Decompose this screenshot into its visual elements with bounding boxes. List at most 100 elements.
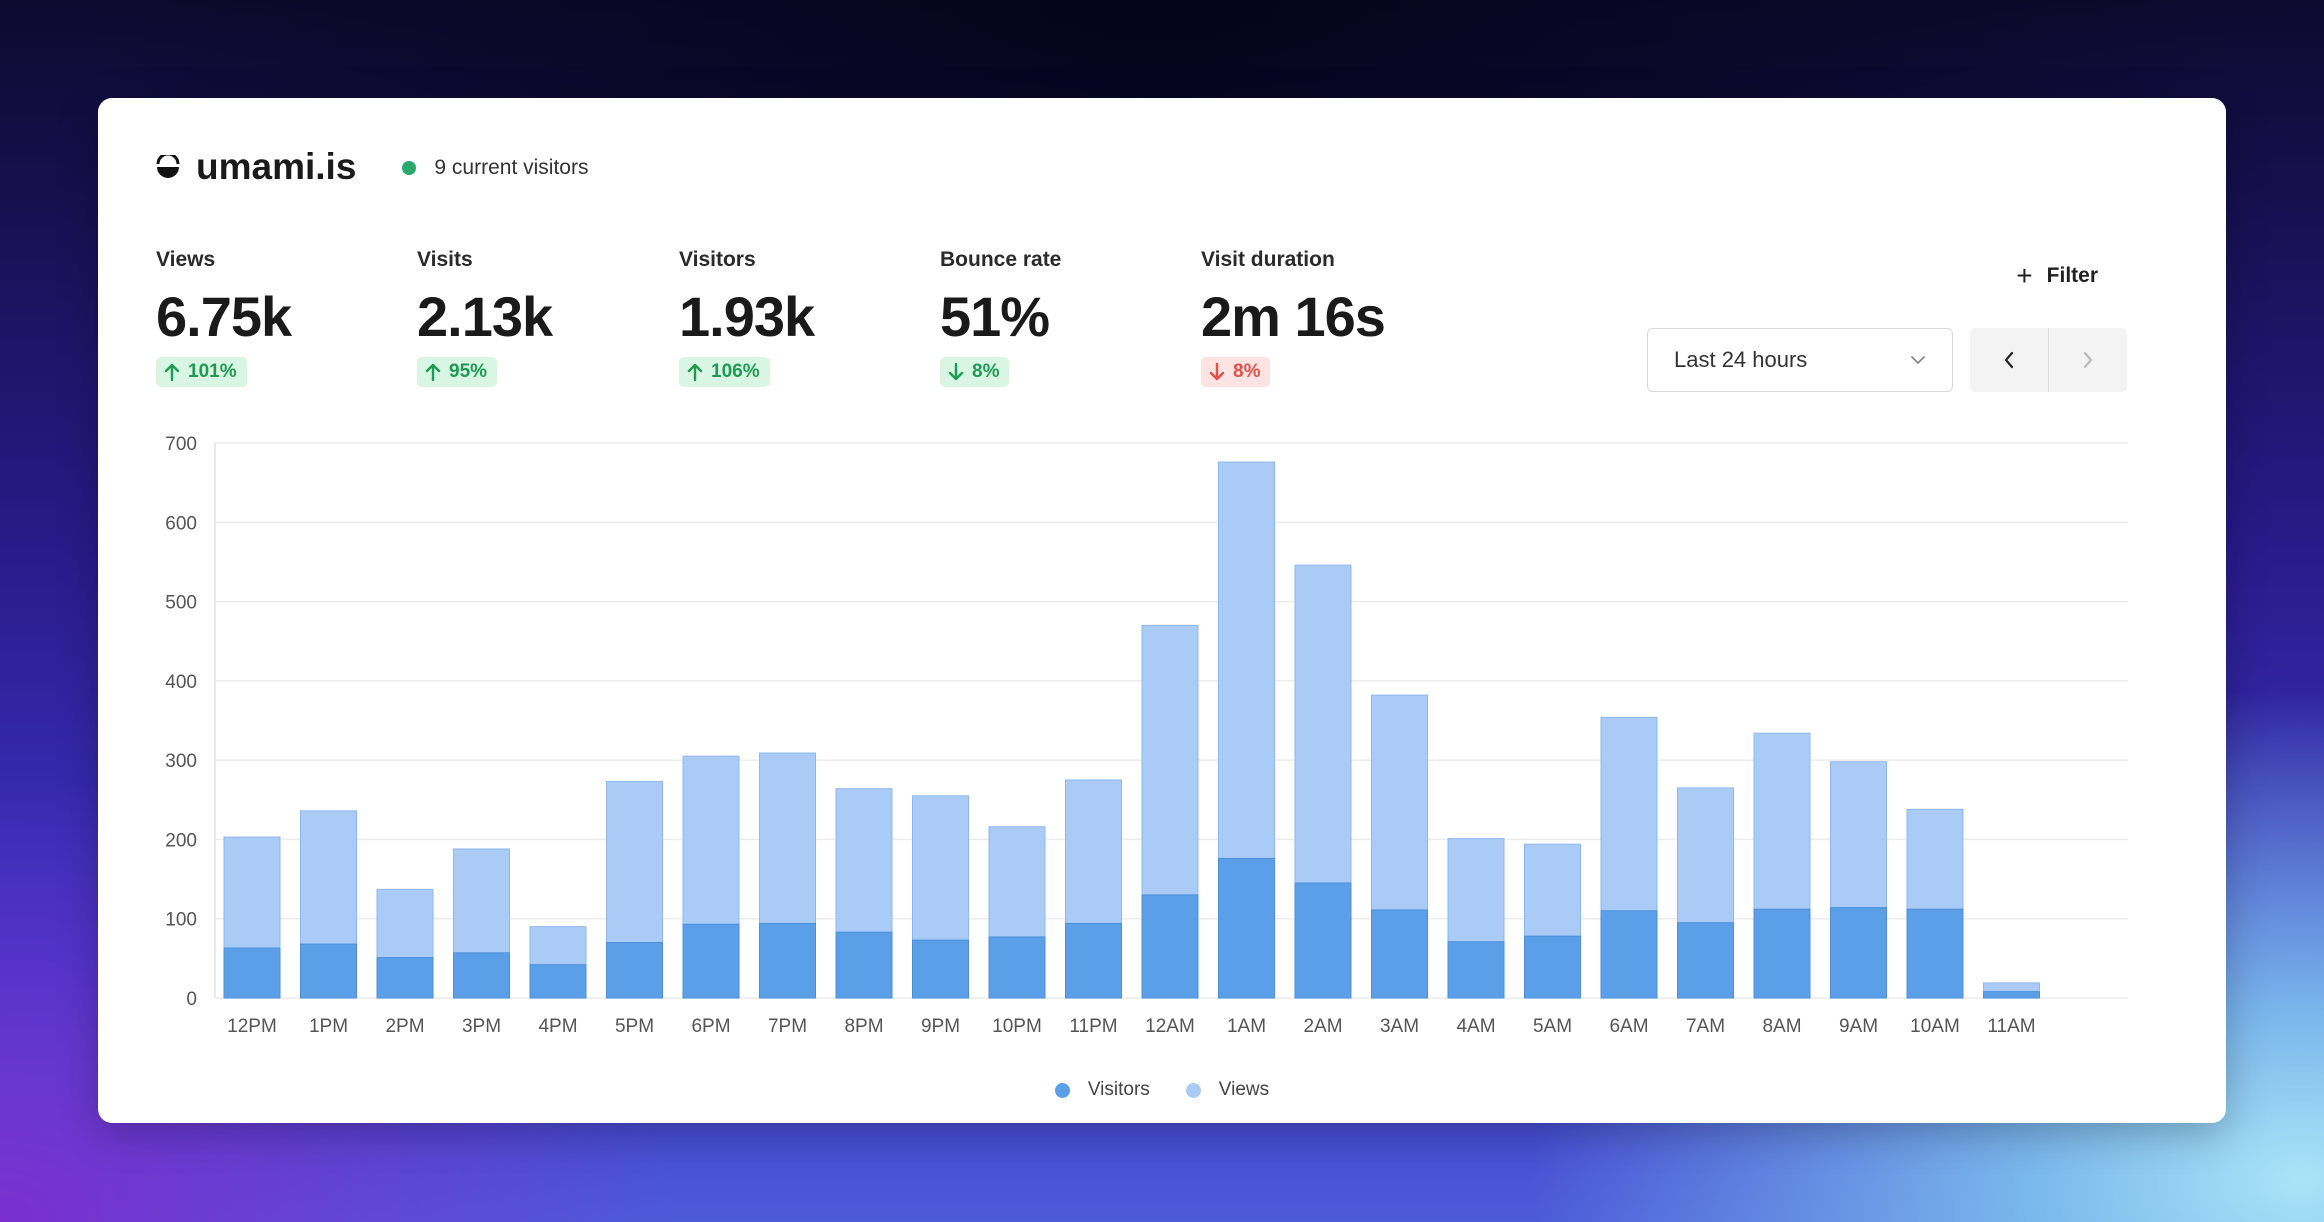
bar-visitors[interactable] — [1065, 922, 1122, 999]
live-status-dot — [402, 161, 417, 175]
bar-visitors[interactable] — [300, 943, 357, 999]
bar-visitors[interactable] — [1906, 908, 1964, 999]
change-badge: 106% — [679, 357, 770, 387]
bar-visitors[interactable] — [1371, 909, 1428, 999]
x-tick-label: 3AM — [1380, 1016, 1419, 1037]
x-tick-label: 3PM — [462, 1016, 501, 1037]
metric-value: 51% — [940, 285, 1050, 348]
y-tick-label: 0 — [186, 989, 197, 1010]
bar-visitors[interactable] — [1677, 922, 1734, 999]
change-badge: 101% — [156, 357, 247, 387]
bar-visitors[interactable] — [1524, 935, 1581, 999]
previous-period-button[interactable] — [1970, 328, 2049, 392]
x-tick-label: 10PM — [992, 1016, 1042, 1037]
x-tick-label: 8PM — [844, 1016, 883, 1037]
filter-label: Filter — [2046, 264, 2098, 287]
bar-visitors[interactable] — [1218, 857, 1275, 999]
metric-value: 6.75k — [156, 285, 292, 348]
bar-visitors[interactable] — [759, 922, 816, 999]
change-value: 106% — [711, 361, 760, 382]
metric-label: Visit duration — [1201, 248, 1335, 271]
y-tick-label: 100 — [165, 910, 197, 931]
x-tick-label: 9AM — [1839, 1016, 1878, 1037]
date-range-value: Last 24 hours — [1674, 347, 1808, 372]
x-tick-label: 4AM — [1456, 1016, 1495, 1037]
x-tick-label: 5AM — [1533, 1016, 1572, 1037]
metric-visit-duration: Visit duration 2m 16s 8% — [1201, 248, 1501, 387]
metric-label: Bounce rate — [940, 248, 1062, 271]
change-badge: 8% — [1201, 357, 1271, 387]
x-tick-label: 12PM — [227, 1016, 277, 1037]
x-tick-label: 4PM — [538, 1016, 577, 1037]
plus-icon: + — [2016, 260, 2033, 291]
chevron-down-icon — [1911, 356, 1925, 364]
x-tick-label: 10AM — [1910, 1016, 1960, 1037]
x-tick-label: 7PM — [768, 1016, 807, 1037]
x-tick-label: 1AM — [1227, 1016, 1266, 1037]
arrow-up-icon — [425, 363, 441, 381]
legend-item-visitors[interactable]: Visitors — [1054, 1079, 1150, 1101]
x-tick-label: 2AM — [1303, 1016, 1342, 1037]
bar-visitors[interactable] — [1141, 894, 1199, 999]
y-tick-label: 400 — [165, 672, 197, 693]
x-tick-label: 5PM — [615, 1016, 654, 1037]
chevron-left-icon — [2004, 351, 2014, 369]
bar-visitors[interactable] — [453, 952, 510, 999]
arrow-up-icon — [164, 363, 180, 381]
bar-visitors[interactable] — [223, 947, 281, 999]
legend-swatch — [1054, 1082, 1070, 1098]
filter-button[interactable]: + Filter — [2016, 262, 2098, 290]
bar-visitors[interactable] — [682, 923, 740, 999]
x-tick-label: 12AM — [1145, 1016, 1195, 1037]
change-value: 95% — [449, 361, 488, 382]
bar-visitors[interactable] — [1830, 907, 1887, 999]
bar-visitors[interactable] — [529, 964, 587, 999]
change-value: 8% — [972, 361, 1000, 382]
chevron-right-icon — [2083, 351, 2093, 369]
bar-visitors[interactable] — [1753, 908, 1811, 999]
x-tick-label: 9PM — [921, 1016, 960, 1037]
metric-visitors: Visitors 1.93k 106% — [679, 248, 909, 387]
metric-value: 2m 16s — [1201, 285, 1386, 348]
bar-visitors[interactable] — [1294, 882, 1352, 999]
x-tick-label: 7AM — [1686, 1016, 1725, 1037]
bar-visitors[interactable] — [1600, 910, 1658, 999]
bar-visitors[interactable] — [912, 939, 969, 999]
chart-legend: Visitors Views — [0, 1079, 2324, 1101]
pageviews-chart: 0 100 200 300 400 500 600 700 12PM 1PM 2PM 3PM 4PM 5P… — [165, 434, 2128, 1037]
metric-visits: Visits 2.13k 95% — [417, 248, 647, 387]
x-tick-label: 11AM — [1987, 1016, 2035, 1037]
next-period-button[interactable] — [2049, 328, 2127, 392]
arrow-up-icon — [687, 363, 703, 381]
metric-label: Views — [156, 248, 216, 271]
umami-logo-icon — [156, 155, 180, 178]
y-tick-label: 200 — [165, 830, 197, 851]
bar-visitors[interactable] — [1983, 991, 2040, 999]
x-tick-label: 2PM — [385, 1016, 424, 1037]
bar-visitors[interactable] — [606, 942, 663, 999]
change-value: 8% — [1233, 361, 1261, 382]
x-tick-label: 1PM — [309, 1016, 348, 1037]
bar-visitors[interactable] — [376, 957, 434, 999]
legend-item-views[interactable]: Views — [1185, 1079, 1269, 1101]
site-name[interactable]: umami.is — [196, 146, 357, 187]
x-tick-label: 6AM — [1609, 1016, 1648, 1037]
arrow-down-icon — [1209, 363, 1225, 381]
bar-visitors[interactable] — [988, 936, 1046, 999]
metric-bounce-rate: Bounce rate 51% 8% — [940, 248, 1170, 387]
arrow-down-icon — [948, 363, 964, 381]
metric-label: Visits — [417, 248, 473, 271]
date-range-select[interactable]: Last 24 hours — [1647, 328, 1953, 392]
live-visitors-text: 9 current visitors — [434, 156, 589, 179]
metric-label: Visitors — [679, 248, 756, 271]
bar-visitors[interactable] — [1447, 941, 1505, 999]
metric-value: 1.93k — [679, 285, 815, 348]
legend-swatch — [1185, 1082, 1201, 1098]
site-header: umami.is 9 current visitors — [156, 146, 588, 188]
x-tick-label: 11PM — [1069, 1016, 1117, 1037]
y-tick-label: 700 — [165, 434, 197, 455]
date-navigation — [1970, 328, 2127, 392]
metric-views: Views 6.75k 101% — [156, 248, 386, 387]
x-tick-label: 8AM — [1762, 1016, 1801, 1037]
bar-visitors[interactable] — [835, 931, 893, 999]
